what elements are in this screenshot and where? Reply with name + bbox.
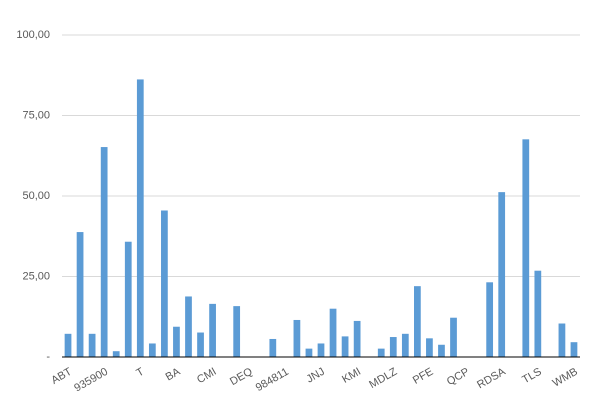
y-tick-label: 25,00 [22, 270, 50, 282]
bar [389, 337, 397, 357]
bar [317, 343, 325, 357]
x-tick-label: BA [164, 365, 183, 383]
bar [353, 320, 361, 357]
bar [173, 326, 180, 357]
bar [269, 338, 277, 357]
bar [64, 333, 72, 357]
bar [305, 348, 313, 357]
bar [413, 286, 421, 357]
bar [377, 348, 385, 357]
x-tick-label: TLS [520, 366, 543, 386]
bar [112, 351, 120, 357]
bar [329, 308, 337, 357]
bar [76, 232, 84, 357]
bar [401, 333, 409, 357]
x-tick-label: MDLZ [367, 366, 399, 392]
bar [88, 333, 96, 357]
bar [522, 139, 530, 357]
y-tick-label: 75,00 [22, 109, 50, 121]
bar [558, 323, 566, 357]
x-tick-label: 935900 [72, 366, 110, 395]
x-tick-label: KMI [340, 366, 363, 386]
bar [341, 336, 349, 357]
bar [197, 332, 204, 357]
bar [124, 241, 132, 357]
x-tick-label: DEQ [228, 366, 255, 389]
bar [534, 270, 542, 357]
x-tick-label: T [134, 366, 146, 380]
bar [293, 319, 301, 357]
bar [148, 343, 156, 357]
bar [100, 147, 108, 357]
bar [486, 282, 494, 357]
bar [450, 317, 457, 357]
bar [426, 338, 433, 357]
x-tick-label: 984811 [254, 366, 291, 394]
x-tick-label: RDSA [475, 365, 508, 391]
y-tick-label: - [46, 351, 50, 363]
bar [570, 342, 578, 357]
x-tick-label: ABT [49, 366, 74, 387]
bar [209, 303, 216, 357]
x-tick-label: WMB [551, 366, 580, 390]
x-tick-label: QCP [445, 366, 472, 388]
bar [498, 192, 506, 357]
bar [233, 306, 241, 357]
y-tick-label: 50,00 [22, 190, 50, 202]
bar [136, 79, 144, 357]
x-tick-label: JNJ [305, 366, 327, 386]
bar [438, 344, 445, 357]
x-tick-label: PFE [411, 366, 436, 387]
x-tick-label: CMI [195, 366, 218, 386]
bar [185, 296, 192, 357]
y-tick-label: 100,00 [16, 29, 50, 41]
bar [161, 210, 168, 357]
